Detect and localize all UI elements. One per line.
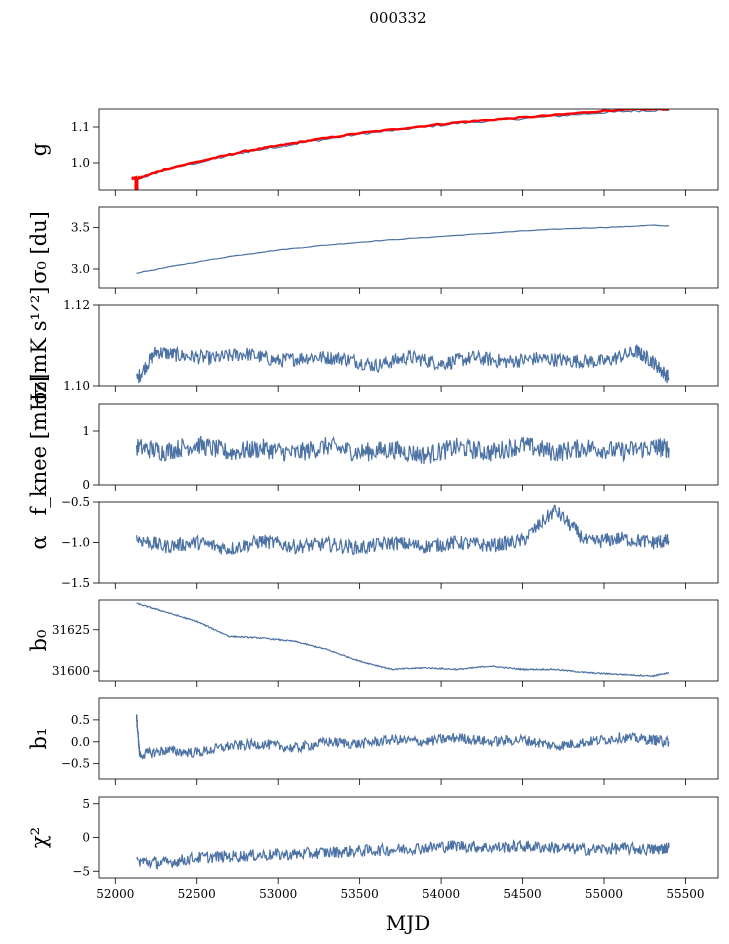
panel-4: 0 1 f_knee [mHz] bbox=[27, 374, 719, 516]
x-tick-label: 53000 bbox=[259, 887, 297, 901]
panel-7: −0.5 0.0 0.5 b₁ bbox=[27, 697, 719, 785]
y-axis-label: σ₀ [du] bbox=[27, 211, 51, 284]
y-axis-label: b₀ bbox=[27, 630, 51, 652]
series-line bbox=[136, 224, 670, 274]
y-axis-label: b₁ bbox=[27, 728, 51, 750]
x-tick-label: 54500 bbox=[503, 887, 541, 901]
panel-8: −5 0 5 52000 52500 53000 53500 54000 54500 55000 5… bbox=[27, 796, 719, 901]
y-tick-label: 1.0 bbox=[71, 156, 90, 170]
series-line bbox=[135, 504, 670, 556]
y-tick-label: 1.1 bbox=[71, 120, 90, 134]
x-tick-label: 54000 bbox=[422, 887, 460, 901]
y-tick-label: 0 bbox=[82, 478, 90, 492]
y-tick-label: 31625 bbox=[52, 623, 90, 637]
y-axis-label: χ² bbox=[27, 827, 51, 848]
series-line bbox=[131, 109, 670, 181]
y-tick-label: 1.10 bbox=[63, 379, 90, 393]
y-axis-label: σ₀[mK s¹ᐟ²] bbox=[27, 287, 51, 405]
axes-frame bbox=[98, 206, 719, 289]
y-axis-label: f_knee [mHz] bbox=[27, 374, 51, 516]
axes-frame bbox=[98, 697, 719, 780]
panel-2: 3.0 3.5 σ₀ [du] bbox=[27, 206, 719, 294]
y-axis-label: α bbox=[27, 535, 51, 549]
x-axis-label: MJD bbox=[386, 911, 431, 935]
y-tick-label: −1.0 bbox=[61, 536, 90, 550]
y-tick-label: −0.5 bbox=[61, 757, 90, 771]
y-tick-label: −0.5 bbox=[61, 495, 90, 509]
panel-1: 1.0 1.1 g bbox=[27, 108, 719, 196]
y-tick-label: 3.5 bbox=[71, 221, 90, 235]
axes-frame bbox=[98, 108, 719, 191]
panel-5: −1.5 −1.0 −0.5 α bbox=[27, 495, 719, 590]
y-tick-label: −5 bbox=[72, 864, 90, 878]
x-tick-label: 52000 bbox=[96, 887, 134, 901]
series-line bbox=[131, 109, 670, 181]
y-tick-label: 3.0 bbox=[71, 262, 90, 276]
axes-frame bbox=[98, 599, 719, 682]
series-line bbox=[135, 714, 670, 760]
y-tick-label: 0 bbox=[82, 831, 90, 845]
y-axis-label: g bbox=[27, 143, 51, 156]
y-tick-label: −1.5 bbox=[61, 576, 90, 590]
y-tick-label: 31600 bbox=[52, 664, 90, 678]
y-tick-label: 1 bbox=[82, 424, 90, 438]
series-line bbox=[136, 602, 670, 678]
axes-frame bbox=[98, 796, 719, 879]
figure-title: 000332 bbox=[369, 9, 426, 27]
axes-frame bbox=[98, 304, 719, 387]
y-tick-label: 0.5 bbox=[71, 713, 90, 727]
x-tick-label: 52500 bbox=[178, 887, 216, 901]
series-line bbox=[136, 838, 670, 871]
x-tick-label: 53500 bbox=[341, 887, 379, 901]
y-tick-label: 1.12 bbox=[63, 298, 90, 312]
x-tick-label: 55000 bbox=[585, 887, 623, 901]
panel-3: 1.10 1.12 σ₀[mK s¹ᐟ²] bbox=[27, 287, 719, 405]
axes-frame bbox=[98, 403, 719, 486]
y-tick-label: 0.0 bbox=[71, 735, 90, 749]
x-tick-label: 55500 bbox=[666, 887, 704, 901]
series-line bbox=[135, 435, 670, 465]
series-line bbox=[135, 343, 670, 384]
y-tick-label: 5 bbox=[82, 797, 90, 811]
